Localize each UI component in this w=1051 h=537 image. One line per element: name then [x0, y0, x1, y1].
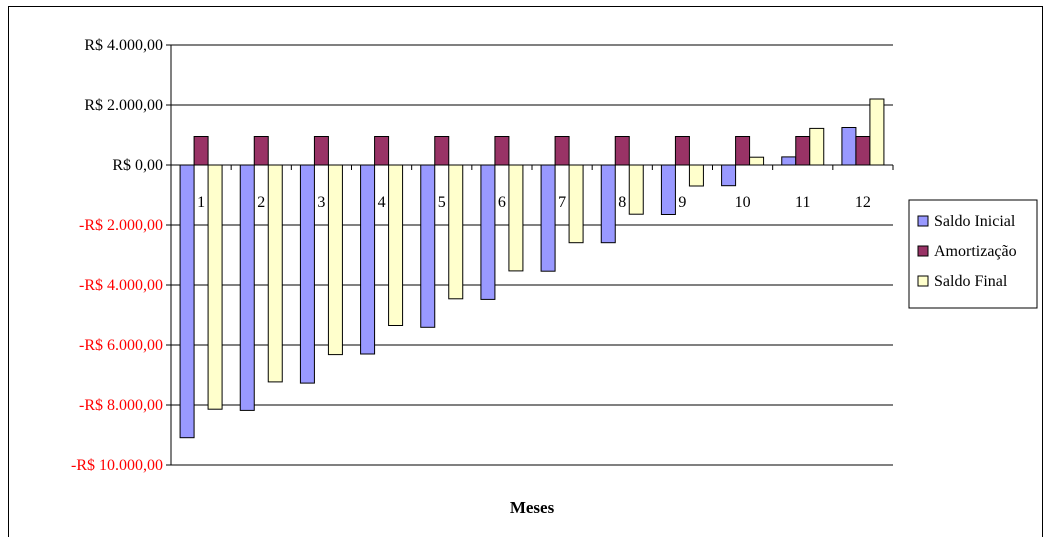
- category-label: 6: [498, 194, 506, 211]
- category-label: 11: [795, 194, 810, 211]
- y-tick-label: -R$ 6.000,00: [79, 337, 163, 354]
- y-tick-label: R$ 2.000,00: [84, 97, 163, 114]
- bar: [207, 164, 223, 410]
- bar: [809, 127, 825, 166]
- category-label: 10: [735, 194, 751, 211]
- bar: [600, 164, 616, 244]
- bar: [628, 164, 644, 215]
- bar: [239, 164, 255, 411]
- bar: [781, 156, 797, 166]
- bar: [327, 164, 343, 356]
- category-label: 9: [678, 194, 686, 211]
- bar: [480, 164, 496, 300]
- legend-label: Amortização: [934, 243, 1017, 260]
- bar: [267, 164, 283, 383]
- bar: [735, 136, 751, 166]
- y-tick-label: -R$ 4.000,00: [79, 277, 163, 294]
- bar: [855, 136, 871, 166]
- bar: [360, 164, 376, 355]
- category-label: 5: [438, 194, 446, 211]
- bar: [749, 156, 765, 166]
- bar: [374, 136, 390, 166]
- bar: [568, 164, 584, 244]
- category-label: 1: [197, 194, 205, 211]
- bar: [253, 136, 269, 166]
- y-tick-labels: R$ 4.000,00 R$ 2.000,00 R$ 0,00 -R$ 2.000,0…: [71, 37, 163, 474]
- legend-swatch: [917, 275, 929, 287]
- category-labels: 1 2 3 4 5 6 7 8 9 10 11 12: [197, 194, 871, 211]
- category-label: 7: [558, 194, 566, 211]
- y-tick-label: -R$ 2.000,00: [79, 217, 163, 234]
- bar: [841, 127, 857, 166]
- bar: [388, 164, 404, 326]
- bar: [614, 136, 630, 166]
- bar: [721, 164, 737, 187]
- bar-series: [179, 98, 885, 439]
- category-label: 8: [618, 194, 626, 211]
- category-label: 3: [317, 194, 325, 211]
- axes: [166, 44, 894, 466]
- x-axis-title: Meses: [510, 498, 555, 517]
- bar: [448, 164, 464, 300]
- bar: [508, 164, 524, 272]
- bar: [688, 164, 704, 187]
- bar: [494, 136, 510, 166]
- legend-swatch: [917, 245, 929, 257]
- bar: [795, 136, 811, 166]
- legend-label: Saldo Inicial: [934, 213, 1016, 230]
- bar: [554, 136, 570, 166]
- bar: [179, 164, 195, 439]
- category-label: 2: [257, 194, 265, 211]
- bar: [420, 164, 436, 328]
- legend-swatch: [917, 215, 929, 227]
- bar: [660, 164, 676, 215]
- y-tick-label: -R$ 10.000,00: [71, 457, 163, 474]
- legend-box: [908, 199, 1038, 309]
- y-tick-label: R$ 0,00: [112, 157, 163, 174]
- bar: [869, 98, 885, 166]
- bar: [540, 164, 556, 272]
- bar: [434, 136, 450, 166]
- bar: [299, 164, 315, 384]
- legend: Saldo Inicial Amortização Saldo Final: [908, 199, 1038, 309]
- bar: [313, 136, 329, 166]
- bar: [674, 136, 690, 166]
- category-label: 4: [378, 194, 386, 211]
- bar: [193, 136, 209, 166]
- y-tick-label: -R$ 8.000,00: [79, 397, 163, 414]
- legend-label: Saldo Final: [934, 273, 1008, 290]
- category-label: 12: [855, 194, 871, 211]
- y-tick-label: R$ 4.000,00: [84, 37, 163, 54]
